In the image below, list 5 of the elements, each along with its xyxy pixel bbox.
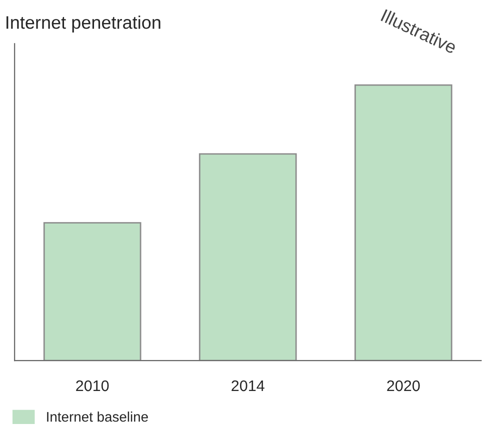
x-tick-label: 2020 [387,380,420,392]
x-tick-label: 2014 [232,380,264,392]
x-tick-label: 2010 [76,380,109,392]
legend-label: Internet baseline [47,412,148,422]
chart-title: Internet penetration [6,16,160,32]
